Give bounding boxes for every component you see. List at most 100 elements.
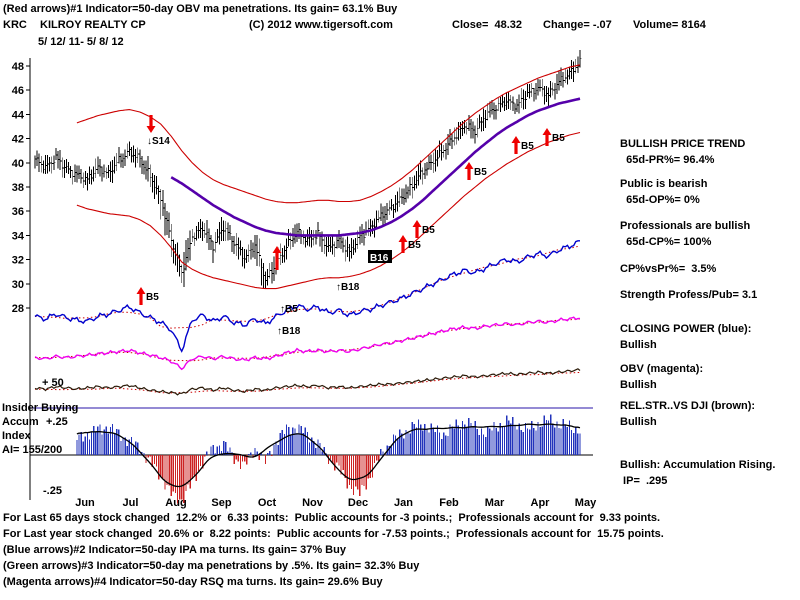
indicator-1-title: (Red arrows)#1 Indicator=50-day OBV ma p… <box>3 3 398 15</box>
svg-text:32: 32 <box>12 255 24 267</box>
buy-arrow-icon <box>136 287 146 305</box>
ticker-symbol: KRC <box>3 19 27 31</box>
rel-str-ma-dotted <box>35 371 581 394</box>
close-value: Close= 48.32 <box>452 19 523 31</box>
accumulation-histogram <box>76 414 581 504</box>
buy-caret-icon: ↑B18 <box>336 282 360 293</box>
side-labels: + 50 Insider Buying Accum +.25 Index AI= 155/… <box>2 377 78 497</box>
price-chart: 48 46 44 42 40 38 36 34 32 30 28 Jun Jul Aug Sep Oct Nov… <box>2 50 597 509</box>
svg-text:+.25: +.25 <box>46 416 68 428</box>
lower-envelope <box>76 131 581 290</box>
price-axis: 48 46 44 42 40 38 36 34 32 30 28 <box>12 58 31 500</box>
right-panel-line: 65d-CP%= 100% <box>620 236 712 248</box>
svg-text:Jan: Jan <box>394 497 413 509</box>
svg-text:40: 40 <box>12 158 24 170</box>
svg-text:-.25: -.25 <box>43 485 62 497</box>
svg-text:48: 48 <box>12 61 24 73</box>
right-panel-line: CP%vsPr%= 3.5% <box>620 263 717 275</box>
change-value: Change= -.07 <box>543 19 612 31</box>
company-name: KILROY REALTY CP <box>40 19 146 31</box>
right-panel-line: Public is bearish <box>620 178 708 190</box>
right-panel-line: Strength Profess/Pub= 3.1 <box>620 289 758 301</box>
svg-text:Accum: Accum <box>2 416 39 428</box>
sell-arrow-icon <box>146 115 156 133</box>
signal-label: B5 <box>474 167 487 178</box>
right-panel-line: Bullish <box>620 416 657 428</box>
svg-text:28: 28 <box>12 303 24 315</box>
footer-line: For Last 65 days stock changed 12.2% or … <box>3 512 661 524</box>
buy-arrow-icon <box>464 162 474 180</box>
buy-arrow-icon <box>398 235 408 253</box>
signal-label: B5 <box>552 133 565 144</box>
svg-text:Jul: Jul <box>123 497 139 509</box>
right-panel-section: CP%vsPr%= 3.5% <box>620 261 798 277</box>
svg-text:Feb: Feb <box>439 497 459 509</box>
right-panel-section: Public is bearish 65d-OP%= 0% <box>620 176 798 208</box>
signal-label: B5 <box>408 240 421 251</box>
right-panel-section: OBV (magenta): Bullish <box>620 361 798 393</box>
footer-line: (Magenta arrows)#4 Indicator=50-day RSQ … <box>3 576 383 588</box>
indicator-summary-panel: BULLISH PRICE TREND 65d-PR%= 96.4% Public… <box>620 136 798 489</box>
svg-text:Sep: Sep <box>211 497 231 509</box>
svg-text:Aug: Aug <box>165 497 186 509</box>
svg-text:Insider Buying: Insider Buying <box>2 402 78 414</box>
signal-label: B5 <box>521 141 534 152</box>
footer-line: (Blue arrows)#2 Indicator=50-day IPA ma … <box>3 544 346 556</box>
svg-text:Dec: Dec <box>348 497 368 509</box>
right-panel-section: Bullish: Accumulation Rising. IP= .295 <box>620 457 798 489</box>
buy-arrow-icon <box>511 136 521 154</box>
svg-text:44: 44 <box>12 109 25 121</box>
price-bars <box>34 50 582 289</box>
ai-smoothed-line <box>76 423 581 488</box>
svg-text:42: 42 <box>12 134 24 146</box>
right-panel-line: BULLISH PRICE TREND <box>620 138 746 150</box>
right-panel-line: CLOSING POWER (blue): <box>620 323 752 335</box>
volume-value: Volume= 8164 <box>633 19 706 31</box>
right-panel-line: REL.STR..VS DJI (brown): <box>620 400 756 412</box>
right-panel-line: 65d-PR%= 96.4% <box>620 154 715 166</box>
right-panel-line: Professionals are bullish <box>620 220 751 232</box>
right-panel-line: OBV (magenta): <box>620 363 704 375</box>
closing-power-line <box>34 240 580 353</box>
svg-text:May: May <box>575 497 597 509</box>
svg-text:34: 34 <box>12 230 25 242</box>
boxed-signal <box>368 250 392 263</box>
closing-power-ma-dotted <box>35 245 581 329</box>
copyright-text: (C) 2012 www.tigersoft.com <box>249 19 393 31</box>
svg-text:+ 50: + 50 <box>42 377 64 389</box>
right-panel-section: REL.STR..VS DJI (brown): Bullish <box>620 398 798 430</box>
obv-line <box>34 316 581 371</box>
date-range: 5/ 12/ 11- 5/ 8/ 12 <box>38 36 124 48</box>
svg-text:Nov: Nov <box>302 497 324 509</box>
svg-text:Oct: Oct <box>258 497 277 509</box>
relative-strength-line <box>34 368 581 396</box>
signal-label: ↓S14 <box>147 136 170 147</box>
buy-caret-icon: ↑B18 <box>277 326 301 337</box>
right-panel-line: Bullish <box>620 379 657 391</box>
signal-label: B5 <box>422 225 435 236</box>
right-panel-line: Bullish <box>620 339 657 351</box>
svg-text:Apr: Apr <box>531 497 551 509</box>
svg-text:46: 46 <box>12 85 24 97</box>
month-axis: Jun Jul Aug Sep Oct Nov Dec Jan Feb Mar Apr May <box>75 497 597 509</box>
footer-line: For Last year stock changed 20.6% or 8.2… <box>3 528 664 540</box>
svg-text:AI= 155/200: AI= 155/200 <box>2 444 62 456</box>
buy-arrow-icon <box>272 246 282 270</box>
signal-label: B16 <box>370 253 389 264</box>
svg-text:Mar: Mar <box>485 497 505 509</box>
svg-text:30: 30 <box>12 279 24 291</box>
right-panel-line: Bullish: Accumulation Rising. <box>620 459 776 471</box>
footer-line: (Green arrows)#3 Indicator=50-day ma pen… <box>3 560 420 572</box>
buy-arrow-icon <box>412 220 422 238</box>
right-panel-section: BULLISH PRICE TREND 65d-PR%= 96.4% <box>620 136 798 168</box>
buy-caret-icon: ↑B5 <box>280 304 298 315</box>
ma50-line <box>170 97 581 237</box>
footer-indicator-notes: For Last 65 days stock changed 12.2% or … <box>3 510 664 590</box>
upper-envelope <box>76 64 581 204</box>
right-panel-section: CLOSING POWER (blue): Bullish <box>620 321 798 353</box>
svg-text:36: 36 <box>12 206 24 218</box>
signal-label: B5 <box>146 292 159 303</box>
right-panel-line: 65d-OP%= 0% <box>620 194 700 206</box>
